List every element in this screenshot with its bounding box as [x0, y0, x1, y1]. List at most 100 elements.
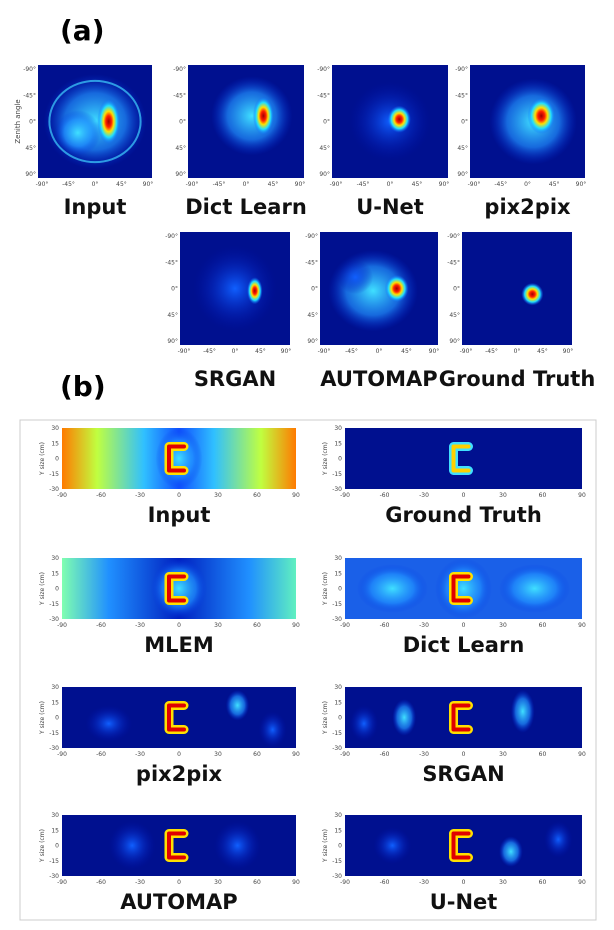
x-tick-label: 60 — [539, 751, 547, 758]
heat-blob — [388, 106, 411, 133]
x-tick-label: -90° — [178, 348, 191, 355]
x-tick-label: 60 — [539, 492, 547, 499]
x-tick-label: 45° — [401, 348, 412, 355]
y-tick-label: 45° — [457, 145, 468, 152]
y-tick-label: -90° — [173, 66, 186, 73]
x-tick-label: 90° — [295, 181, 306, 188]
x-tick-label: 90 — [578, 622, 586, 629]
x-tick-label: 0° — [92, 181, 99, 188]
heatmap-image — [62, 558, 296, 619]
x-tick-label: 60 — [539, 879, 547, 886]
x-tick-label: -90° — [36, 181, 49, 188]
y-tick-label: 30 — [334, 812, 342, 819]
heat-blob — [226, 690, 249, 721]
y-tick-label: 15 — [334, 827, 342, 834]
x-tick-label: -90 — [340, 879, 350, 886]
caption: Input — [64, 195, 127, 219]
panel-label: (b) — [60, 370, 106, 403]
x-tick-label: -45° — [485, 348, 498, 355]
y-axis-label: Y size (cm) — [39, 572, 46, 606]
heatmap-image — [345, 428, 582, 489]
heat-blob — [214, 821, 261, 870]
x-tick-label: 90 — [292, 492, 300, 499]
x-tick-label: -90° — [460, 348, 473, 355]
y-tick-label: 0° — [453, 286, 460, 293]
x-tick-label: -30 — [419, 879, 429, 886]
x-tick-label: -90° — [468, 181, 481, 188]
caption: Ground Truth — [439, 367, 596, 391]
heatmap-image — [345, 558, 582, 619]
y-tick-label: 90° — [457, 171, 468, 178]
y-tick-label: 0° — [29, 119, 36, 126]
x-tick-label: 30 — [214, 879, 222, 886]
y-tick-label: 0 — [55, 456, 59, 463]
x-tick-label: -90 — [340, 751, 350, 758]
caption: pix2pix — [484, 195, 571, 219]
heatmap-image — [470, 65, 585, 178]
y-tick-label: 45° — [167, 312, 178, 319]
heat-blob — [392, 699, 416, 736]
heat-blob — [97, 99, 120, 144]
caption: AUTOMAP — [120, 890, 237, 914]
y-tick-label: 45° — [319, 145, 330, 152]
x-tick-label: -30 — [135, 492, 145, 499]
y-tick-label: -45° — [455, 92, 468, 99]
heat-blob — [544, 821, 572, 858]
y-tick-label: -90° — [165, 233, 178, 240]
y-tick-label: -90° — [317, 66, 330, 73]
caption: pix2pix — [136, 762, 223, 786]
y-tick-label: -15 — [49, 858, 59, 865]
y-tick-label: 0° — [461, 119, 468, 126]
caption: U-Net — [430, 890, 498, 914]
x-tick-label: 0° — [243, 181, 250, 188]
x-tick-label: 90 — [292, 622, 300, 629]
x-tick-label: 60 — [539, 622, 547, 629]
caption: AUTOMAP — [320, 367, 437, 391]
caption: SRGAN — [422, 762, 504, 786]
x-tick-label: 30 — [499, 751, 507, 758]
x-tick-label: -45° — [213, 181, 226, 188]
heat-blob — [357, 564, 428, 613]
heatmap-background — [462, 232, 572, 345]
heat-blob — [350, 705, 378, 742]
x-tick-label: 0 — [462, 622, 466, 629]
x-tick-label: 30 — [214, 622, 222, 629]
x-tick-label: 0 — [462, 879, 466, 886]
figure: (a) (b) -90°-90°-45°-45°0°0°45°45°90°90°… — [0, 0, 614, 930]
heat-blob — [338, 260, 373, 294]
x-tick-label: 30 — [214, 751, 222, 758]
x-tick-label: 60 — [253, 622, 261, 629]
y-tick-label: 0 — [55, 843, 59, 850]
y-tick-label: -45° — [23, 92, 36, 99]
x-tick-label: 90° — [281, 348, 292, 355]
x-tick-label: -60 — [96, 879, 106, 886]
heatmap-image — [62, 815, 296, 876]
y-tick-label: -45° — [165, 259, 178, 266]
x-tick-label: -30 — [135, 622, 145, 629]
x-tick-label: 90° — [563, 348, 574, 355]
y-axis-label: Y size (cm) — [39, 829, 46, 863]
x-tick-label: -60 — [380, 492, 390, 499]
x-tick-label: 90 — [578, 879, 586, 886]
x-tick-label: -30 — [419, 492, 429, 499]
y-tick-label: 90° — [319, 171, 330, 178]
x-tick-label: 45° — [116, 181, 127, 188]
x-tick-label: 90° — [439, 181, 450, 188]
y-axis-label: Y size (cm) — [39, 701, 46, 735]
y-axis-label: Y size (cm) — [322, 701, 329, 735]
y-tick-label: 15 — [334, 440, 342, 447]
y-tick-label: 45° — [25, 145, 36, 152]
y-tick-label: -15 — [332, 471, 342, 478]
caption: Input — [148, 503, 211, 527]
heat-blob — [528, 98, 556, 134]
x-tick-label: 60 — [253, 879, 261, 886]
y-tick-label: 0° — [171, 286, 178, 293]
heat-blob — [259, 711, 287, 748]
heatmap-image — [180, 232, 290, 345]
y-tick-label: 45° — [175, 145, 186, 152]
y-tick-label: 30 — [334, 684, 342, 691]
heatmap-background — [345, 428, 582, 489]
caption: SRGAN — [194, 367, 276, 391]
y-tick-label: -90° — [305, 233, 318, 240]
heatmap-image — [345, 687, 582, 748]
